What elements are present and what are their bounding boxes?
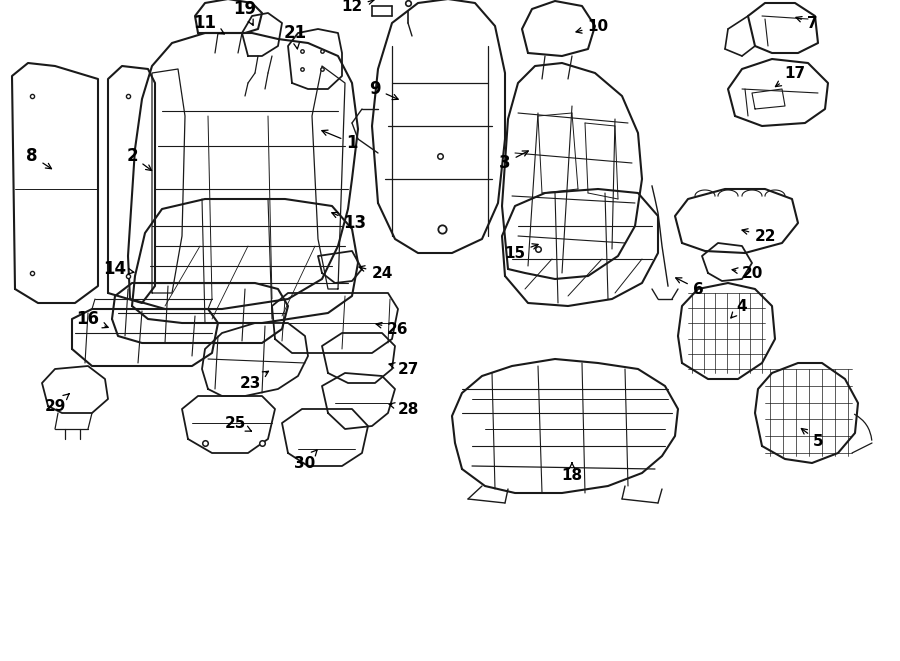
Text: 20: 20 xyxy=(732,266,762,280)
Text: 5: 5 xyxy=(801,428,824,449)
Text: 17: 17 xyxy=(776,65,806,87)
Text: 27: 27 xyxy=(389,362,419,377)
Text: 23: 23 xyxy=(239,371,268,391)
Text: 11: 11 xyxy=(194,14,224,34)
Text: 12: 12 xyxy=(341,0,374,13)
Text: 13: 13 xyxy=(332,212,366,232)
Text: 3: 3 xyxy=(500,151,528,172)
Text: 28: 28 xyxy=(389,401,419,416)
Text: 21: 21 xyxy=(284,24,307,49)
Text: 6: 6 xyxy=(676,278,704,297)
Text: 29: 29 xyxy=(44,394,69,414)
Text: 4: 4 xyxy=(731,299,747,318)
Text: 18: 18 xyxy=(562,463,582,483)
Text: 24: 24 xyxy=(359,266,392,280)
Text: 1: 1 xyxy=(322,130,358,152)
Text: 22: 22 xyxy=(742,229,776,243)
Text: 26: 26 xyxy=(376,321,409,336)
Text: 19: 19 xyxy=(233,0,256,25)
Text: 25: 25 xyxy=(224,416,251,431)
Text: 9: 9 xyxy=(369,80,398,100)
Text: 8: 8 xyxy=(26,147,51,169)
Text: 16: 16 xyxy=(76,310,108,328)
Text: 15: 15 xyxy=(504,244,538,260)
Text: 10: 10 xyxy=(576,19,608,34)
Text: 30: 30 xyxy=(294,450,317,471)
Text: 2: 2 xyxy=(126,147,151,171)
Text: 7: 7 xyxy=(796,15,817,30)
Text: 14: 14 xyxy=(104,260,134,278)
